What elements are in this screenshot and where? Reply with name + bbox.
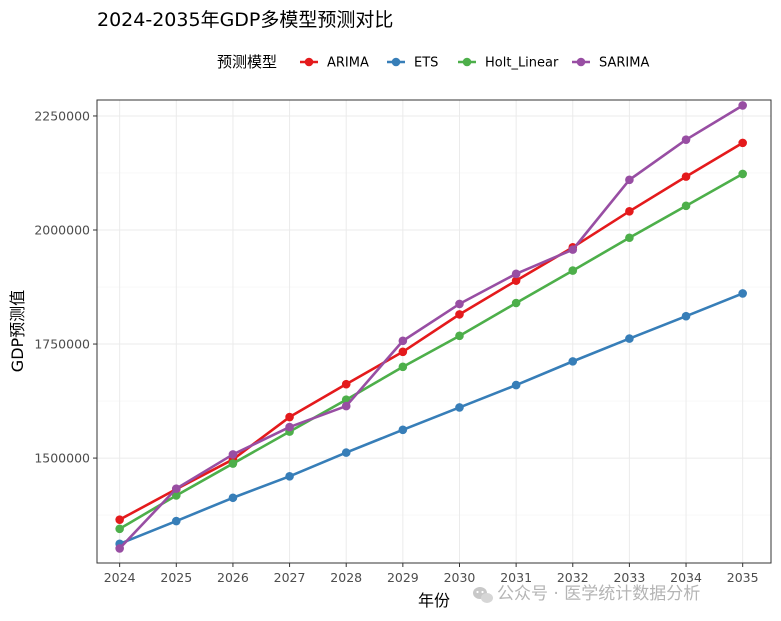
y-tick-label: 1500000 — [34, 451, 90, 466]
panel-border — [96, 99, 772, 564]
y-tick-label: 2000000 — [34, 223, 90, 238]
data-point-ets — [738, 289, 747, 298]
data-point-arima — [115, 515, 124, 524]
legend-key-point — [576, 57, 586, 67]
watermark-text: 公众号 · 医学统计数据分析 — [497, 584, 700, 604]
data-point-ets — [455, 403, 464, 412]
legend-label: SARIMA — [599, 56, 649, 71]
data-point-sarima — [398, 336, 408, 346]
data-point-sarima — [738, 101, 747, 110]
data-point-ets — [568, 357, 578, 366]
x-tick-label: 2029 — [387, 570, 419, 585]
data-point-arima — [681, 172, 691, 181]
data-point-sarima — [115, 544, 124, 553]
data-point-ets — [625, 334, 634, 343]
data-point-sarima — [228, 450, 238, 459]
series-layer — [115, 101, 747, 553]
series-ets — [115, 289, 747, 549]
legend-key-point — [462, 57, 472, 67]
data-point-sarima — [625, 175, 634, 185]
x-tick-label: 2027 — [274, 570, 306, 585]
data-point-ets — [511, 380, 521, 390]
legend-label: ETS — [414, 56, 438, 71]
legend-title: 预测模型 — [217, 53, 277, 71]
x-tick-label: 2028 — [330, 570, 362, 585]
data-point-sarima — [171, 484, 181, 493]
x-tick-label: 2035 — [727, 570, 759, 585]
data-point-arima — [511, 276, 521, 285]
legend-key-point — [304, 57, 314, 67]
data-point-holt-linear — [398, 362, 408, 372]
y-axis-title: GDP预测值 — [8, 290, 27, 372]
data-point-holt-linear — [738, 169, 747, 179]
data-point-ets — [171, 516, 181, 526]
data-point-arima — [285, 412, 294, 422]
series-line-ets — [119, 292, 744, 546]
data-point-sarima — [511, 269, 521, 279]
watermark: 公众号 · 医学统计数据分析 — [473, 584, 700, 604]
series-holt-linear — [115, 169, 747, 534]
legend-item-arima: ARIMA — [300, 56, 369, 71]
data-point-sarima — [568, 245, 578, 254]
data-point-arima — [625, 207, 634, 216]
data-point-arima — [455, 310, 464, 319]
data-point-sarima — [681, 135, 691, 144]
series-line-sarima — [118, 104, 744, 550]
data-point-ets — [398, 425, 408, 435]
data-point-holt-linear — [455, 331, 464, 341]
x-tick-label: 2025 — [160, 570, 192, 585]
series-sarima — [115, 101, 747, 553]
legend-item-sarima: SARIMA — [572, 56, 649, 71]
data-point-arima — [738, 138, 747, 148]
data-point-holt-linear — [568, 266, 578, 275]
data-point-holt-linear — [115, 524, 124, 534]
series-line-holt-linear — [118, 172, 744, 530]
x-tick-label: 2026 — [217, 570, 249, 585]
data-point-holt-linear — [228, 459, 238, 468]
data-point-arima — [341, 379, 351, 389]
x-tick-label: 2030 — [444, 570, 476, 585]
data-point-sarima — [455, 299, 464, 309]
legend-item-ets: ETS — [387, 56, 438, 71]
data-point-holt-linear — [171, 491, 181, 500]
legend-label: ARIMA — [327, 56, 369, 71]
series-line-arima — [119, 141, 744, 521]
legend-item-holt-linear: Holt_Linear — [458, 56, 559, 71]
chart-title: 2024-2035年GDP多模型预测对比 — [97, 9, 393, 31]
legend: 预测模型 ARIMA ETS Holt_Linear SARIMA — [217, 53, 649, 71]
data-point-ets — [285, 472, 294, 481]
axes: 1500000 1750000 2000000 2250000 2024 2025 2026… — [34, 108, 758, 585]
x-tick-label: 2033 — [613, 570, 645, 585]
data-point-holt-linear — [681, 201, 691, 211]
x-tick-label: 2034 — [670, 570, 702, 585]
data-point-holt-linear — [511, 298, 521, 308]
data-point-ets — [228, 493, 238, 503]
series-arima — [115, 138, 747, 524]
x-tick-label: 2031 — [500, 570, 532, 585]
data-point-holt-linear — [625, 233, 634, 243]
legend-key-point — [391, 57, 401, 67]
wechat-icon — [473, 587, 493, 603]
data-point-sarima — [341, 401, 351, 411]
data-point-ets — [681, 311, 691, 321]
data-point-ets — [341, 448, 351, 457]
x-tick-label: 2032 — [557, 570, 589, 585]
y-tick-label: 1750000 — [34, 337, 90, 352]
x-tick-label: 2024 — [104, 570, 136, 585]
data-point-sarima — [285, 422, 294, 432]
y-tick-label: 2250000 — [34, 108, 90, 123]
data-point-arima — [398, 347, 408, 357]
x-axis-title: 年份 — [418, 591, 450, 610]
legend-label: Holt_Linear — [485, 56, 559, 71]
